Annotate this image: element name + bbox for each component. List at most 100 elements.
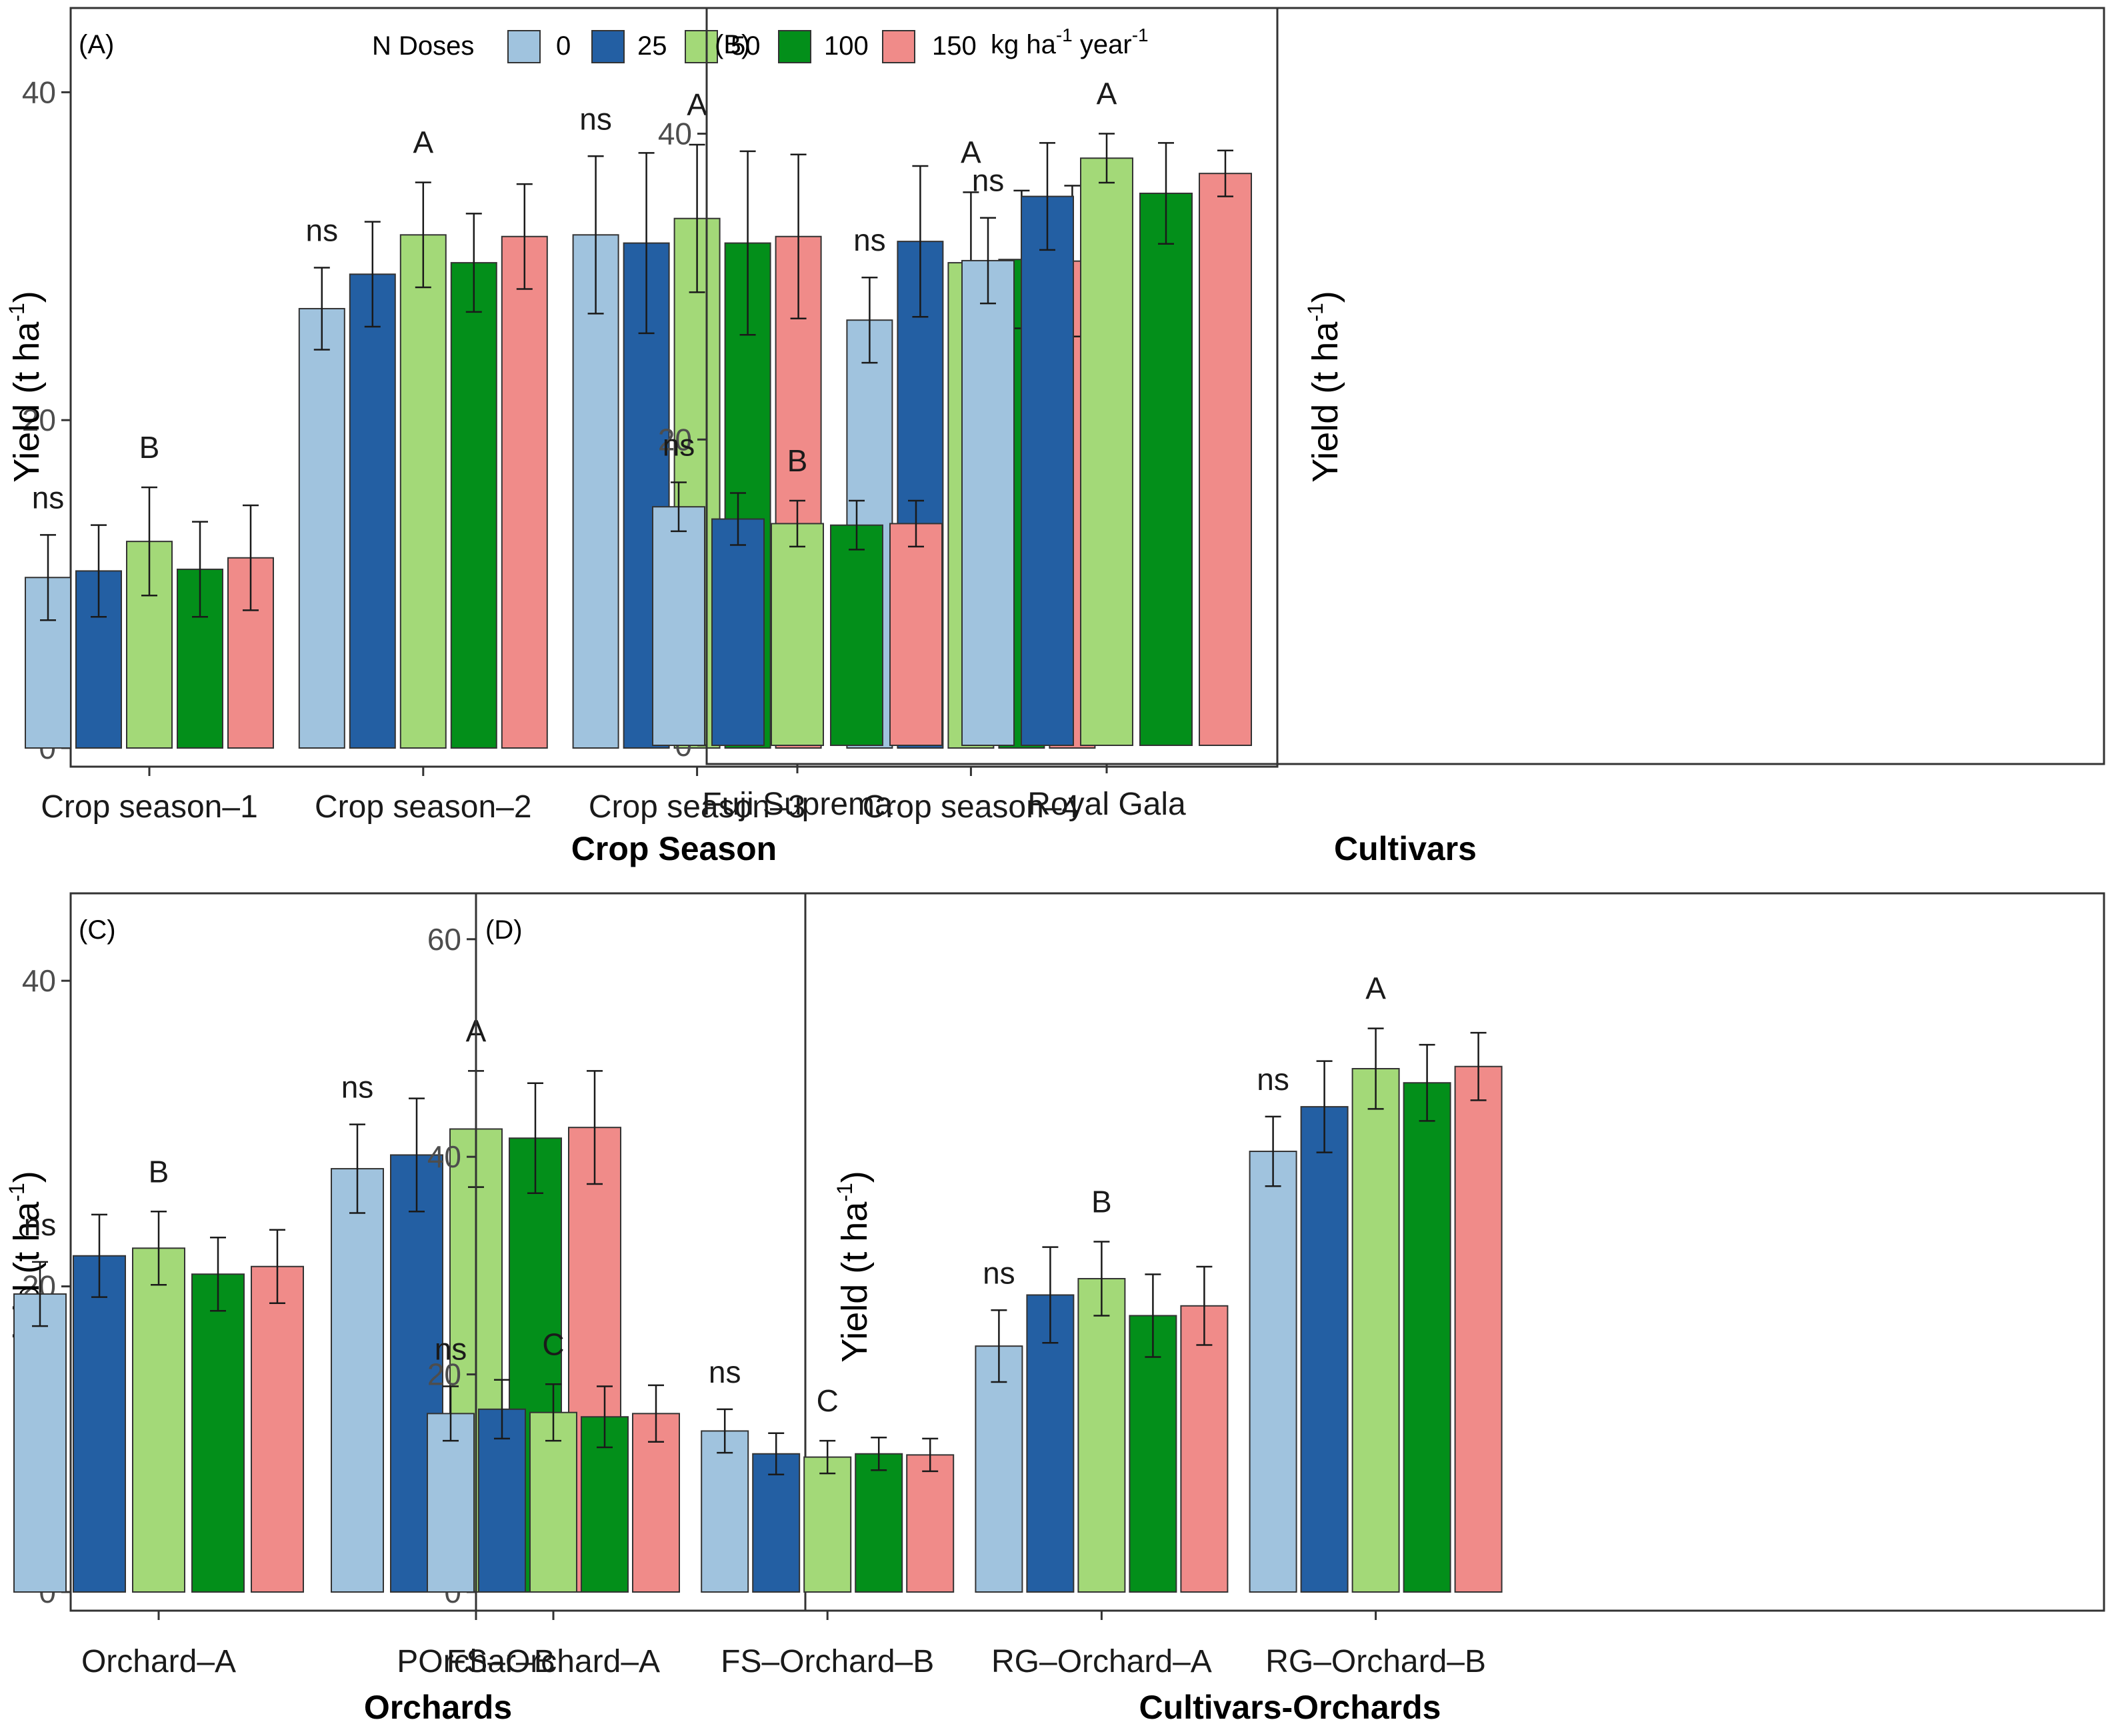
b-category-label-fuji-suprema: Fuji Suprema [702, 787, 893, 822]
d-tag: (D) [485, 915, 523, 945]
d-sig-letter-rg-orchard-a: B [1091, 1184, 1112, 1219]
d-bar-fs-orchard-a-dose-0 [427, 1413, 475, 1593]
legend-entry-100: 100 [778, 30, 869, 63]
a-sig-letter-crop-season-3: A [687, 87, 707, 122]
c-category-label-orchard-a: Orchard–A [81, 1644, 236, 1679]
a-category-label-crop-season-2: Crop season–2 [315, 789, 532, 825]
d-bar-fs-orchard-b-dose-150 [906, 1454, 955, 1593]
d-ns-label-fs-orchard-b: ns [709, 1355, 741, 1389]
a-x-title: Crop Season [571, 830, 777, 867]
b-bar-fuji-suprema-dose-50 [771, 523, 824, 746]
legend-entry-0: 0 [507, 30, 571, 63]
legend-swatch-150 [882, 30, 915, 63]
d-bar-rg-orchard-a-dose-50 [1077, 1277, 1126, 1593]
b-ytick-label-20: 20 [658, 422, 692, 457]
c-bar-orchard-a-dose-50 [132, 1247, 185, 1593]
c-tag: (C) [79, 915, 116, 945]
c-ns-label-porchar-b: ns [341, 1070, 374, 1105]
c-sig-letter-orchard-a: B [149, 1154, 169, 1189]
c-bar-porchar-b-dose-0 [331, 1168, 384, 1593]
b-bar-royal-gala-dose-25 [1021, 195, 1074, 746]
d-bar-rg-orchard-a-dose-0 [975, 1345, 1023, 1593]
d-category-label-rg-orchard-a: RG–Orchard–A [991, 1644, 1212, 1679]
d-category-label-fs-orchard-b: FS–Orchard–B [721, 1644, 934, 1679]
a-sig-letter-crop-season-1: B [139, 430, 160, 465]
panel-d: (D)0204060Yield (t ha-1)Cultivars-Orchar… [427, 892, 2105, 1726]
c-ns-label-orchard-a: ns [24, 1207, 57, 1242]
a-y-title: Yield (t ha-1) [5, 291, 47, 483]
a-ytick-label-20: 20 [22, 403, 56, 437]
d-bar-fs-orchard-a-dose-25 [478, 1408, 526, 1593]
legend-label-25: 25 [637, 31, 667, 61]
legend-entry-25: 25 [591, 30, 667, 63]
a-frame [69, 7, 1279, 768]
legend-label-150: 150 [932, 31, 977, 61]
b-bar-royal-gala-dose-50 [1080, 157, 1133, 747]
d-category-label-fs-orchard-a: FS–Orchard–A [447, 1644, 660, 1679]
legend-label-0: 0 [556, 31, 571, 61]
d-bar-fs-orchard-b-dose-50 [803, 1456, 852, 1593]
d-ytick-label-60: 60 [427, 922, 461, 957]
b-frame [705, 7, 2105, 765]
c-ytick-label-40: 40 [22, 963, 56, 998]
legend: N Doses 0 25 50 100 150 kg ha-1 year-1 [372, 25, 1149, 63]
legend-entry-50: 50 [685, 30, 761, 63]
a-bar-crop-season-2-dose-150 [501, 235, 548, 749]
c-frame [69, 892, 807, 1612]
panel-c: (C)02040Yield (t ha-1)OrchardsOrchard–An… [5, 892, 807, 1726]
d-bar-rg-orchard-b-dose-25 [1300, 1106, 1349, 1593]
c-bar-orchard-a-dose-0 [13, 1293, 67, 1593]
c-x-title: Orchards [364, 1689, 512, 1726]
d-bar-fs-orchard-b-dose-25 [752, 1453, 801, 1593]
d-bar-rg-orchard-b-dose-50 [1351, 1068, 1400, 1593]
c-bar-orchard-a-dose-150 [251, 1265, 304, 1593]
a-ns-label-crop-season-2: ns [306, 213, 339, 247]
d-sig-letter-rg-orchard-b: A [1365, 971, 1386, 1006]
b-tag: (B) [715, 30, 750, 59]
a-ns-label-crop-season-4: ns [853, 223, 886, 257]
legend-swatch-0 [507, 30, 541, 63]
c-bar-orchard-a-dose-100 [191, 1273, 245, 1593]
legend-swatch-25 [591, 30, 625, 63]
legend-swatch-50 [685, 30, 718, 63]
a-category-label-crop-season-4: Crop season–4 [863, 789, 1080, 825]
a-bar-crop-season-2-dose-25 [349, 273, 396, 749]
legend-label-100: 100 [824, 31, 869, 61]
d-ns-label-rg-orchard-b: ns [1257, 1062, 1289, 1097]
legend-unit: kg ha-1 year-1 [991, 25, 1149, 59]
d-frame [475, 892, 2105, 1612]
legend-label-50: 50 [731, 31, 761, 61]
d-bar-fs-orchard-a-dose-150 [632, 1413, 680, 1593]
b-bar-royal-gala-dose-0 [961, 259, 1015, 746]
a-tag: (A) [79, 30, 114, 59]
b-sig-letter-royal-gala: A [1097, 77, 1117, 111]
d-bar-rg-orchard-b-dose-150 [1454, 1065, 1503, 1593]
d-ns-label-fs-orchard-a: ns [435, 1332, 467, 1367]
b-bar-fuji-suprema-dose-0 [652, 506, 705, 746]
c-bar-orchard-a-dose-25 [73, 1255, 126, 1593]
d-bar-fs-orchard-b-dose-100 [855, 1453, 903, 1593]
d-bar-rg-orchard-a-dose-150 [1180, 1305, 1229, 1593]
a-category-label-crop-season-3: Crop season–3 [589, 789, 806, 825]
a-bar-crop-season-1-dose-0 [25, 577, 71, 749]
d-bar-rg-orchard-a-dose-25 [1026, 1294, 1075, 1593]
b-ytick-label-40: 40 [658, 117, 692, 151]
d-y-title: Yield (t ha-1) [833, 1171, 875, 1363]
b-category-label-royal-gala: Royal Gala [1027, 787, 1186, 822]
d-category-label-rg-orchard-b: RG–Orchard–B [1265, 1644, 1486, 1679]
c-category-label-porchar-b: POrchar–B [397, 1644, 555, 1679]
d-bar-rg-orchard-a-dose-100 [1129, 1315, 1177, 1593]
d-sig-letter-fs-orchard-b: C [817, 1383, 839, 1418]
d-x-title: Cultivars-Orchards [1139, 1689, 1441, 1726]
b-bar-fuji-suprema-dose-150 [889, 523, 943, 746]
a-bar-crop-season-2-dose-100 [450, 262, 497, 749]
legend-swatch-100 [778, 30, 811, 63]
d-bar-fs-orchard-b-dose-0 [701, 1430, 749, 1593]
b-x-title: Cultivars [1334, 830, 1477, 867]
a-ns-label-crop-season-3: ns [579, 101, 612, 136]
a-bar-crop-season-2-dose-0 [298, 307, 345, 749]
a-ns-label-crop-season-1: ns [32, 480, 65, 515]
b-bar-fuji-suprema-dose-25 [711, 518, 765, 746]
legend-entry-150: 150 [882, 30, 977, 63]
